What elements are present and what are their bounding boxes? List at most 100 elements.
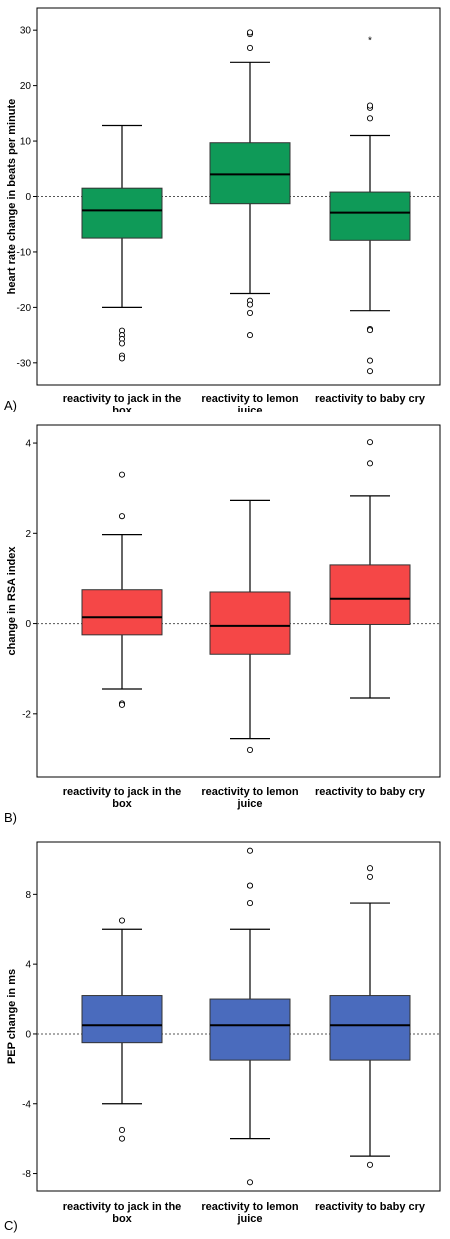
- outlier-point: [246, 44, 254, 51]
- outlier-point: [118, 1135, 126, 1142]
- outlier-point: [118, 701, 126, 708]
- category-label: reactivity to jack in the box: [63, 786, 182, 810]
- panel-label: B): [4, 810, 17, 825]
- category-label-line: juice: [236, 798, 262, 810]
- box-3: [329, 865, 411, 1168]
- category-label-line: reactivity to baby cry: [315, 786, 426, 798]
- category-label-line: juice: [236, 405, 262, 412]
- outlier-point: [246, 309, 254, 316]
- extreme-point: *: [368, 35, 372, 46]
- box-3: [329, 439, 411, 699]
- box-1: [81, 124, 163, 362]
- outlier-point: [246, 746, 254, 753]
- outlier-point: [118, 1126, 126, 1133]
- outlier-point: [118, 471, 126, 478]
- outlier-point: [246, 29, 254, 36]
- box-iqr: [209, 142, 291, 205]
- category-label: reactivity to lemon juice: [201, 1201, 298, 1225]
- box-iqr: [81, 187, 163, 239]
- box-2: [209, 499, 291, 753]
- panel-label: C): [4, 1218, 18, 1233]
- boxplot-heart-rate: -30 -20 -10 0 10 20 30 heart rate change in bea…: [4, 7, 441, 412]
- y-tick-label: 20: [20, 81, 32, 92]
- category-label-line: reactivity to jack in the: [63, 393, 182, 405]
- chart-panel-c: -8 -4 0 4 8 PEP change in ms reactivity to jac…: [0, 830, 450, 1239]
- box-1: [81, 917, 163, 1142]
- outlier-point: [366, 102, 374, 109]
- outlier-point: [246, 332, 254, 339]
- outlier-point: [118, 355, 126, 362]
- outlier-point: [366, 368, 374, 375]
- outlier-point: [246, 882, 254, 889]
- category-label: reactivity to baby cry: [315, 1201, 426, 1213]
- category-label-line: reactivity to lemon: [201, 1201, 298, 1213]
- category-label: reactivity to baby cry: [315, 786, 426, 798]
- box-iqr: [329, 191, 411, 241]
- y-axis-label: PEP change in ms: [6, 969, 18, 1064]
- y-tick-label: 0: [25, 1029, 31, 1040]
- category-label-line: reactivity to jack in the: [63, 786, 182, 798]
- y-tick-label: -2: [22, 709, 31, 720]
- box-iqr: [81, 589, 163, 636]
- box-2: [209, 29, 291, 339]
- outlier-point: [366, 357, 374, 364]
- box-iqr: [209, 998, 291, 1061]
- y-tick-label: 0: [25, 619, 31, 630]
- outlier-point: [118, 513, 126, 520]
- boxplot-rsa-index: -2 0 2 4 change in RSA index reactivity to ja…: [4, 424, 441, 825]
- outlier-point: [366, 1161, 374, 1168]
- box-iqr: [81, 995, 163, 1044]
- outlier-point: [246, 301, 254, 308]
- category-label-line: reactivity to baby cry: [315, 393, 426, 405]
- category-label-line: juice: [236, 1213, 262, 1225]
- category-label-line: reactivity to lemon: [201, 393, 298, 405]
- y-tick-label: 4: [25, 960, 31, 971]
- y-tick-label: -10: [17, 247, 32, 258]
- category-label-line: box: [112, 1213, 132, 1225]
- box-iqr: [329, 564, 411, 625]
- y-tick-label: 10: [20, 137, 32, 148]
- outlier-point: [118, 340, 126, 347]
- y-tick-label: 30: [20, 26, 32, 37]
- chart-panel-b: -2 0 2 4 change in RSA index reactivity to ja…: [0, 412, 450, 830]
- category-label: reactivity to jack in the box: [63, 393, 182, 412]
- box-3: *: [329, 35, 411, 375]
- box-1: [81, 471, 163, 708]
- y-tick-label: -4: [22, 1099, 31, 1110]
- y-tick-label: 2: [25, 529, 31, 540]
- y-tick-label: 8: [25, 890, 31, 901]
- category-label-line: box: [112, 405, 132, 412]
- chart-panel-a: -30 -20 -10 0 10 20 30 heart rate change in bea…: [0, 0, 450, 412]
- category-label: reactivity to lemon juice: [201, 393, 298, 412]
- category-label: reactivity to jack in the box: [63, 1201, 182, 1225]
- y-tick-label: 0: [25, 192, 31, 203]
- outlier-point: [246, 847, 254, 854]
- box-iqr: [209, 591, 291, 655]
- category-label-line: reactivity to lemon: [201, 786, 298, 798]
- category-label: reactivity to lemon juice: [201, 786, 298, 810]
- boxplot-pep-change: -8 -4 0 4 8 PEP change in ms reactivity to jac…: [4, 841, 441, 1233]
- y-tick-label: -30: [17, 358, 32, 369]
- outlier-point: [118, 917, 126, 924]
- box-2: [209, 847, 291, 1186]
- outlier-point: [246, 900, 254, 907]
- plot-frame: [36, 424, 441, 778]
- y-axis-label: heart rate change in beats per minute: [6, 99, 18, 295]
- outlier-point: [366, 439, 374, 446]
- category-label-line: reactivity to jack in the: [63, 1201, 182, 1213]
- y-axis-label: change in RSA index: [6, 546, 18, 656]
- outlier-point: [246, 1179, 254, 1186]
- outlier-point: [366, 115, 374, 122]
- category-label: reactivity to baby cry: [315, 393, 426, 405]
- category-label-line: reactivity to baby cry: [315, 1201, 426, 1213]
- y-tick-label: 4: [25, 439, 31, 450]
- box-iqr: [329, 995, 411, 1061]
- outlier-point: [366, 865, 374, 872]
- outlier-point: [366, 327, 374, 334]
- category-label-line: box: [112, 798, 132, 810]
- outlier-point: [366, 460, 374, 467]
- plot-frame: [36, 841, 441, 1192]
- y-tick-label: -8: [22, 1169, 31, 1180]
- panel-label: A): [4, 398, 17, 412]
- outlier-point: [366, 873, 374, 880]
